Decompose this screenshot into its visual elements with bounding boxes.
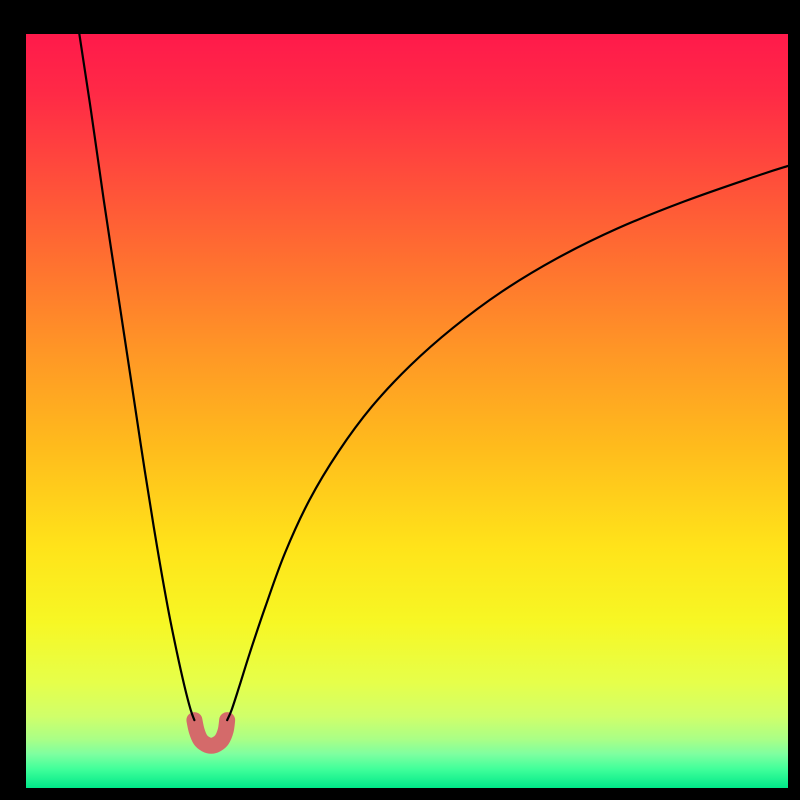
right-curve <box>227 166 788 720</box>
curve-overlay <box>26 34 788 788</box>
notch-u-highlight <box>194 720 227 746</box>
plot-area <box>26 34 788 788</box>
chart-canvas: TheBottleneck.com <box>0 0 800 800</box>
left-curve <box>79 34 194 720</box>
